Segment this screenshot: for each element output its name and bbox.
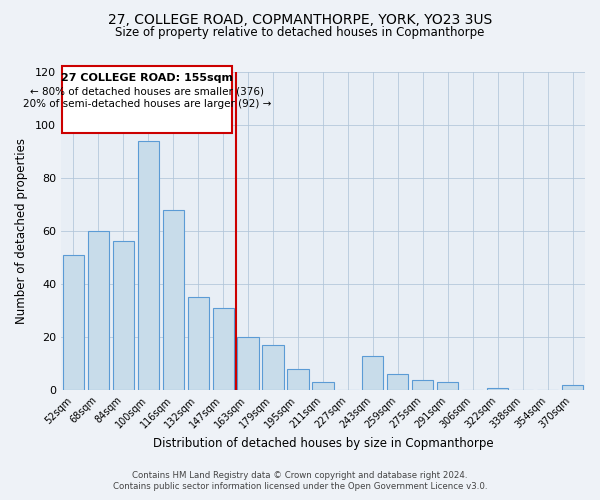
Text: ← 80% of detached houses are smaller (376): ← 80% of detached houses are smaller (37… <box>30 86 264 96</box>
Bar <box>387 374 409 390</box>
Bar <box>212 308 234 390</box>
Bar <box>437 382 458 390</box>
Text: Contains public sector information licensed under the Open Government Licence v3: Contains public sector information licen… <box>113 482 487 491</box>
X-axis label: Distribution of detached houses by size in Copmanthorpe: Distribution of detached houses by size … <box>152 437 493 450</box>
Text: 20% of semi-detached houses are larger (92) →: 20% of semi-detached houses are larger (… <box>23 100 271 110</box>
Text: 27, COLLEGE ROAD, COPMANTHORPE, YORK, YO23 3US: 27, COLLEGE ROAD, COPMANTHORPE, YORK, YO… <box>108 12 492 26</box>
Bar <box>562 385 583 390</box>
Bar <box>137 140 159 390</box>
Bar <box>287 369 308 390</box>
Text: Size of property relative to detached houses in Copmanthorpe: Size of property relative to detached ho… <box>115 26 485 39</box>
Bar <box>412 380 433 390</box>
Bar <box>163 210 184 390</box>
Bar <box>188 297 209 390</box>
FancyBboxPatch shape <box>62 66 232 132</box>
Bar <box>113 242 134 390</box>
Bar <box>313 382 334 390</box>
Bar <box>262 345 284 390</box>
Bar <box>88 231 109 390</box>
Bar <box>238 337 259 390</box>
Bar <box>63 254 84 390</box>
Bar <box>487 388 508 390</box>
Text: 27 COLLEGE ROAD: 155sqm: 27 COLLEGE ROAD: 155sqm <box>61 73 233 83</box>
Bar <box>362 356 383 390</box>
Y-axis label: Number of detached properties: Number of detached properties <box>15 138 28 324</box>
Text: Contains HM Land Registry data © Crown copyright and database right 2024.: Contains HM Land Registry data © Crown c… <box>132 471 468 480</box>
